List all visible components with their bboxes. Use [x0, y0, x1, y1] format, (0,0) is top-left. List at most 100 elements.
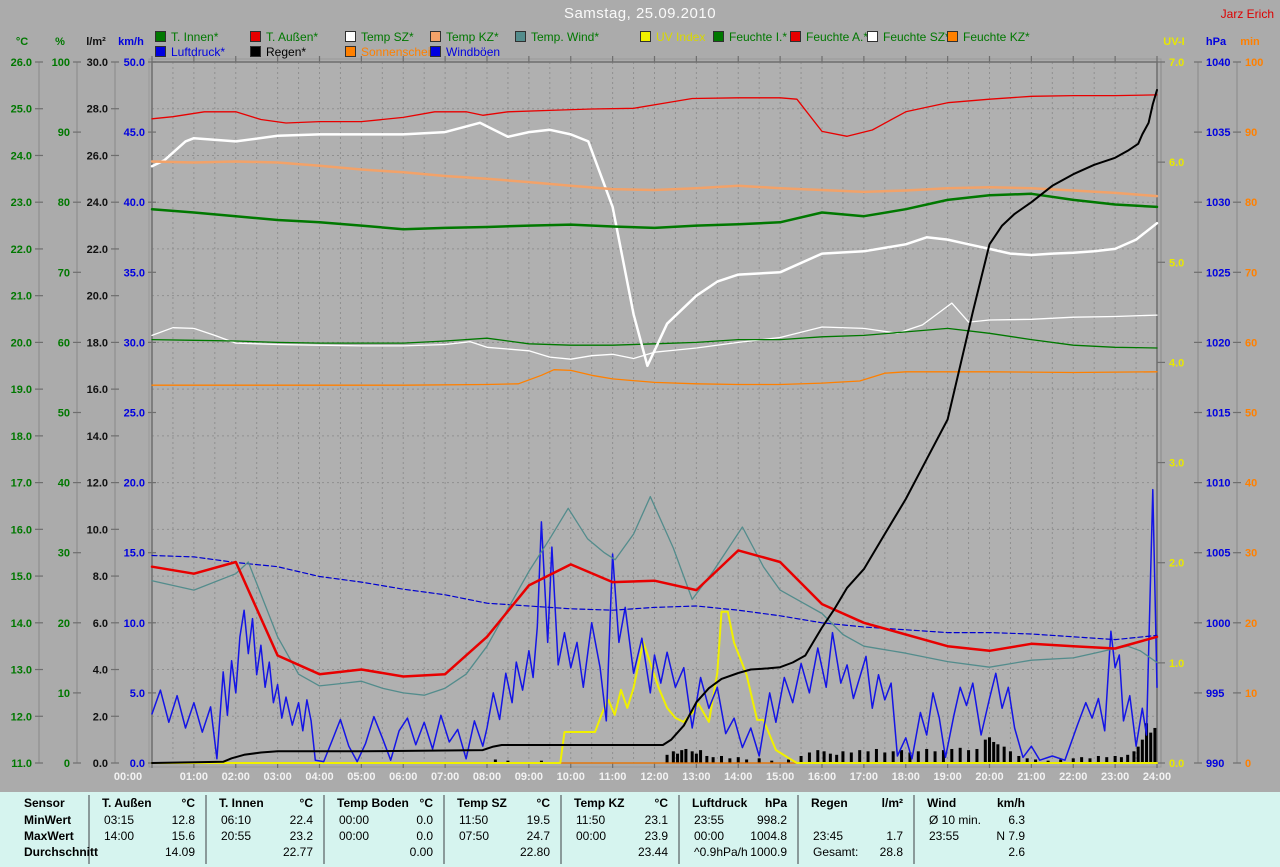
chart-svg: 11.0 12.0 13.0 14.0 15.0 16.0 17.0 18.0 19.0 20.0… — [11, 56, 1263, 783]
table-value: 19.5 — [526, 813, 550, 827]
x-tick-label: 00:00 — [114, 771, 142, 783]
windboeen-swatch-icon — [430, 46, 441, 57]
feuchte-i-swatch-icon — [713, 31, 724, 42]
table-value-time: 23:55 — [929, 829, 960, 843]
table-row-label: Durchschnitt — [24, 845, 99, 859]
rain-bar — [1034, 759, 1038, 763]
tick-label-hpa: 995 — [1206, 688, 1224, 700]
table-col-unit: °C — [299, 796, 313, 810]
table-separator — [560, 795, 562, 864]
legend-label: Feuchte SZ* — [883, 29, 950, 44]
tick-label-lm2: 2.0 — [93, 711, 108, 723]
tick-label-tempC: 26.0 — [11, 57, 32, 69]
rain-bar — [950, 748, 954, 763]
table-separator — [88, 795, 90, 864]
table-value: 22.4 — [289, 813, 313, 827]
tick-label-uv: 5.0 — [1169, 257, 1184, 269]
table-value: 24.7 — [526, 829, 550, 843]
tick-label-lm2: 28.0 — [87, 104, 108, 116]
rain-bar — [699, 750, 703, 763]
rain-bar — [1132, 751, 1136, 763]
table-value: 2.6 — [1008, 845, 1025, 859]
tick-label-lm2: 26.0 — [87, 150, 108, 162]
table-col-unit: °C — [654, 796, 668, 810]
tick-label-hpa: 990 — [1206, 758, 1224, 770]
table-value: 1.7 — [886, 829, 903, 843]
rain-bar — [506, 760, 510, 763]
tick-label-kmh: 35.0 — [124, 267, 145, 279]
x-tick-label: 23:00 — [1101, 771, 1129, 783]
weather-chart: 11.0 12.0 13.0 14.0 15.0 16.0 17.0 18.0 19.0 20.0… — [11, 56, 1263, 783]
tick-label-kmh: 5.0 — [130, 688, 145, 700]
tick-label-kmh: 10.0 — [124, 618, 145, 630]
rain-bar — [1113, 755, 1117, 763]
tick-label-uv: 7.0 — [1169, 57, 1184, 69]
rain-bar — [720, 755, 723, 763]
rain-bar — [728, 758, 732, 763]
legend-label: T. Innen* — [171, 29, 219, 44]
tick-label-tempC: 24.0 — [11, 150, 32, 162]
tick-label-pct: 60 — [58, 337, 70, 349]
rain-bar — [822, 751, 826, 763]
legend-item-feuchte-kz: Feuchte KZ* — [947, 30, 1030, 44]
table-value-time: Gesamt: — [813, 845, 859, 859]
tick-label-min: 30 — [1245, 548, 1257, 560]
tick-label-hpa: 1040 — [1206, 57, 1230, 69]
rain-bar — [736, 757, 740, 763]
tick-label-pct: 0 — [64, 758, 70, 770]
rain-bar — [694, 753, 698, 763]
x-tick-label: 05:00 — [347, 771, 375, 783]
rain-bar — [1002, 746, 1006, 763]
tick-label-tempC: 15.0 — [11, 571, 32, 583]
table-separator — [205, 795, 207, 864]
table-value: 0.0 — [416, 813, 433, 827]
rain-bar — [711, 757, 715, 763]
series-luftdruck — [151, 554, 1158, 641]
table-col-title: Temp SZ — [457, 796, 507, 810]
rain-bar — [690, 751, 694, 763]
rain-bar — [1126, 754, 1130, 763]
table-separator — [678, 795, 680, 864]
tick-label-tempC: 14.0 — [11, 618, 32, 630]
tick-label-hpa: 1030 — [1206, 197, 1230, 209]
table-value: 23.2 — [289, 829, 313, 843]
table-col-unit: hPa — [764, 796, 787, 810]
tick-label-tempC: 18.0 — [11, 431, 32, 443]
table-value-time: 06:10 — [221, 813, 252, 827]
x-tick-label: 12:00 — [640, 771, 668, 783]
rain-bar — [916, 751, 920, 763]
uv-index-swatch-icon — [640, 31, 651, 42]
feuchte-sz-swatch-icon — [867, 31, 878, 42]
x-tick-label: 13:00 — [682, 771, 710, 783]
table-value: 28.8 — [879, 845, 903, 859]
series-feuchte-sz — [151, 302, 1158, 360]
table-separator — [443, 795, 445, 864]
rain-bar — [799, 755, 803, 763]
tick-label-pct: 70 — [58, 267, 70, 279]
tick-label-pct: 40 — [58, 478, 70, 490]
table-value-time: 23:45 — [813, 829, 844, 843]
series-windboeen — [151, 488, 1158, 763]
series-t-aussen — [150, 549, 1159, 678]
rain-bar — [908, 752, 912, 763]
tick-label-lm2: 20.0 — [87, 291, 108, 303]
page-title: Samstag, 25.09.2010 — [563, 5, 717, 22]
rain-bar — [745, 759, 749, 763]
axis-header-hpa: hPa — [1205, 36, 1227, 48]
table-value: 15.6 — [171, 829, 195, 843]
series-feuchte-a — [151, 94, 1158, 137]
tick-label-min: 100 — [1245, 57, 1263, 69]
rain-bar — [807, 752, 811, 763]
table-col-unit: °C — [536, 796, 550, 810]
rain-bar — [891, 751, 895, 763]
rain-bar — [1017, 755, 1021, 763]
rain-bar — [925, 748, 929, 763]
rain-bar — [1153, 727, 1157, 763]
table-col-title: Temp Boden — [337, 796, 409, 810]
tick-label-lm2: 0.0 — [93, 758, 108, 770]
feuchte-kz-swatch-icon — [947, 31, 958, 42]
table-col-title: T. Außen — [102, 796, 152, 810]
rain-bar — [1088, 758, 1092, 763]
table-col-title: T. Innen — [219, 796, 264, 810]
tick-label-uv: 2.0 — [1169, 558, 1184, 570]
